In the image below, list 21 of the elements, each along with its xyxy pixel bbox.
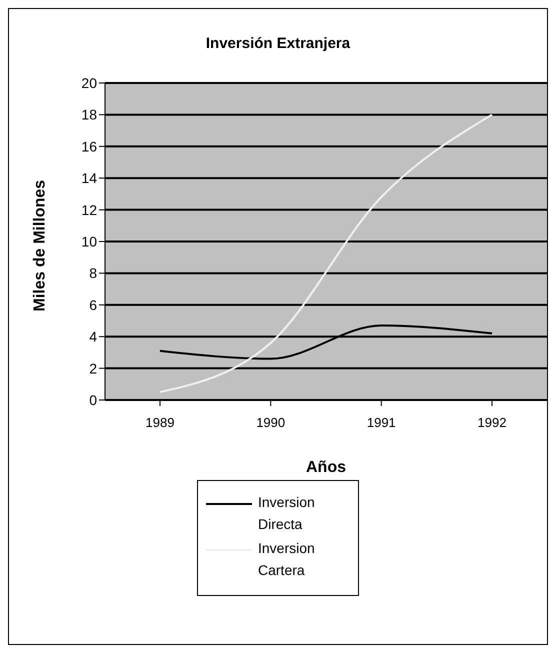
y-tick-label: 16 xyxy=(81,138,98,154)
legend-label: Inversion Cartera xyxy=(258,539,316,580)
x-tick-label: 1990 xyxy=(256,415,286,430)
y-tick-label: 14 xyxy=(81,170,98,186)
x-tick-label: 1991 xyxy=(366,415,396,430)
x-tick-label: 1992 xyxy=(478,415,506,430)
y-axis-title: Miles de Millones xyxy=(32,180,49,312)
legend-label: Inversion Directa xyxy=(258,493,316,534)
y-tick-label: 10 xyxy=(81,233,98,250)
chart-title: Inversión Extranjera xyxy=(204,35,352,54)
line-series xyxy=(159,114,493,394)
x-axis-title: Años xyxy=(306,459,346,476)
y-tick-label: 2 xyxy=(89,360,98,376)
y-tick-label: 12 xyxy=(81,202,98,218)
y-tick-label: 20 xyxy=(81,74,98,91)
y-tick-label: 4 xyxy=(89,328,98,345)
x-tick-label: 1989 xyxy=(146,415,174,430)
y-tick-label: 6 xyxy=(89,296,98,313)
y-tick-label: 0 xyxy=(89,392,98,408)
y-tick-label: 8 xyxy=(89,265,98,282)
y-tick-label: 18 xyxy=(81,106,98,123)
